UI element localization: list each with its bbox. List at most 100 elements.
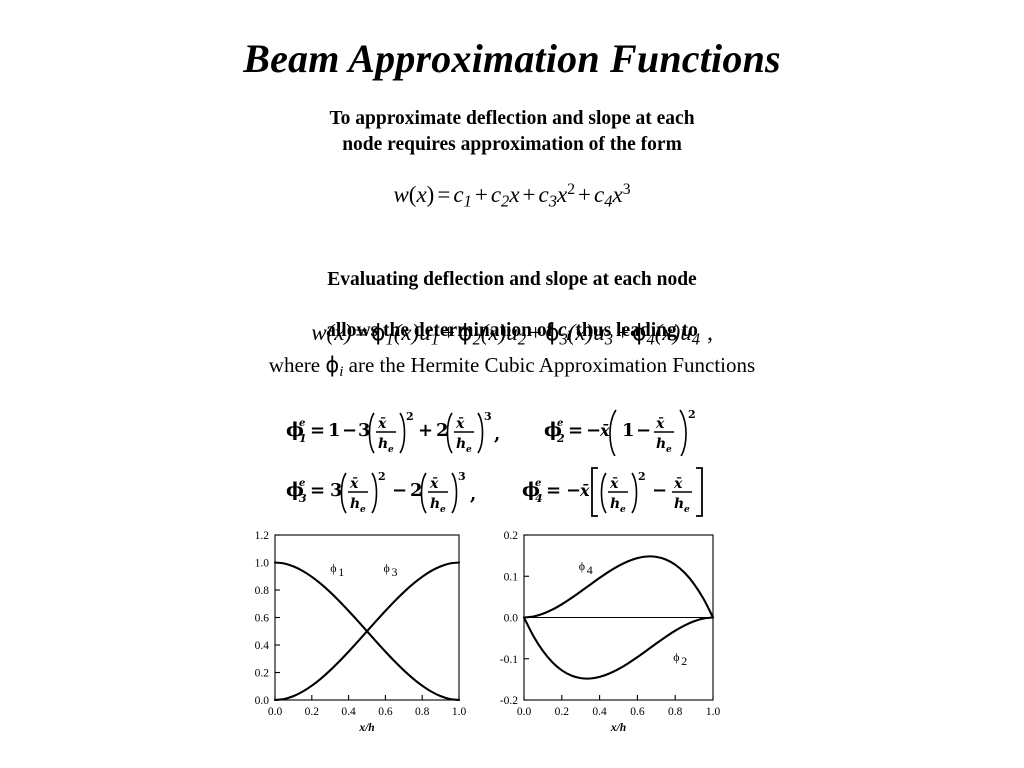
eq2-term4-u: u	[680, 320, 692, 345]
equation-cubic-polynomial: w(x) = c1 + c2x + c3x2 + c4x3	[0, 181, 1024, 211]
eq2-term3-phi-sub: 3	[559, 329, 568, 349]
evaluating-c-symbol: c	[557, 320, 567, 342]
eq1-plus-c: +	[578, 181, 592, 207]
eq2-plus-a: +	[442, 320, 456, 345]
y-tick-label: 0.8	[255, 585, 270, 597]
svg-text:=: =	[310, 420, 325, 441]
svg-text:x̄: x̄	[599, 421, 610, 440]
equation-hermite-expansion: w(x) = ϕ1(x)u1 + ϕ2(x)u2 + ϕ3(x)u3 + ϕ4(x)u4,	[0, 320, 1024, 350]
eq2-term1-phi-sub: 1	[385, 329, 394, 349]
series-label-ϕ2: ϕ	[673, 650, 679, 664]
eq2-term1-phi: ϕ	[371, 321, 386, 346]
svg-text:−: −	[342, 420, 357, 441]
svg-text:x̄: x̄	[579, 481, 590, 500]
series-label-ϕ4: ϕ	[579, 559, 585, 573]
x-tick-label: 0.4	[341, 706, 356, 718]
eq1-term2-var: x	[509, 181, 520, 207]
svg-text:e: e	[535, 478, 541, 489]
svg-text:e: e	[440, 505, 446, 515]
svg-text:2: 2	[556, 432, 565, 445]
svg-text:2: 2	[688, 408, 696, 421]
svg-text:2: 2	[406, 410, 414, 423]
curve-ϕ2	[522, 616, 715, 680]
svg-text:e: e	[557, 418, 563, 429]
svg-text:h: h	[378, 436, 388, 452]
eq2-term2-phi: ϕ	[458, 321, 473, 346]
svg-text:3: 3	[484, 410, 492, 423]
y-tick-label: -0.2	[500, 695, 518, 707]
eq1-plus-a: +	[474, 181, 488, 207]
eq2-term2-u: u	[506, 320, 518, 345]
where-clause: where ϕi are the Hermite Cubic Approxima…	[0, 353, 1024, 381]
eq1-term4-sub: 4	[604, 191, 613, 211]
eq2-term2-phi-sub: 2	[472, 329, 481, 349]
svg-text:e: e	[684, 505, 690, 515]
svg-text:2: 2	[638, 470, 646, 483]
evaluating-line-2-post: thus leading to	[570, 320, 698, 342]
eq1-term3-sub: 3	[548, 191, 558, 211]
eq1-term1-sub: 1	[463, 191, 472, 211]
plot-frame	[274, 534, 460, 701]
svg-text:x̄: x̄	[609, 476, 619, 492]
eq1-open-paren: (	[408, 181, 417, 207]
svg-text:e: e	[666, 445, 672, 455]
y-tick-label: 0.2	[255, 668, 270, 680]
x-axis-title: x/h	[358, 722, 374, 734]
eq2-term4-arg: (x)	[654, 320, 681, 345]
svg-text:=: =	[546, 480, 561, 501]
evaluating-c-subscript: i	[566, 328, 571, 345]
x-tick-label: 0.2	[305, 706, 320, 718]
svg-text:+: +	[418, 420, 433, 441]
svg-text:ϕ: ϕ	[286, 479, 304, 501]
svg-text:e: e	[360, 505, 366, 515]
eq1-term2-coef: c	[490, 181, 502, 207]
svg-text:1: 1	[622, 420, 635, 441]
svg-text:1: 1	[328, 420, 341, 441]
series-label-subscript-ϕ2: 2	[681, 654, 687, 668]
eq1-equals: =	[437, 181, 451, 207]
eq2-term4-u-sub: 4	[691, 329, 701, 349]
eq2-plus-b: +	[529, 320, 543, 345]
x-tick-label: 0.8	[668, 706, 683, 718]
x-tick-label: 0.2	[555, 706, 570, 718]
svg-text:2: 2	[410, 480, 423, 501]
x-axis-title: x/h	[610, 722, 626, 734]
svg-text:ϕ: ϕ	[544, 419, 562, 441]
eq2-term3-u: u	[593, 320, 605, 345]
eq2-equals: =	[355, 320, 369, 345]
svg-text:h: h	[430, 496, 440, 512]
series-label-subscript-ϕ3: 3	[392, 565, 398, 579]
eq1-w: w	[393, 181, 409, 207]
formula-row-1: ϕ 1 e = 1 − 3 x̄ h e 2 + 2 x̄ h e	[0, 404, 1024, 456]
svg-text:h: h	[350, 496, 360, 512]
y-tick-label: 0.1	[504, 571, 519, 583]
x-tick-label: 0.6	[378, 706, 393, 718]
svg-text:,: ,	[494, 424, 500, 445]
y-tick-label: 0.0	[255, 695, 270, 707]
series-label-subscript-ϕ4: 4	[587, 563, 593, 577]
series-label-ϕ3: ϕ	[384, 561, 390, 575]
svg-text:=: =	[568, 420, 583, 441]
evaluating-paragraph: Evaluating deflection and slope at each …	[212, 241, 812, 346]
curve-ϕ4	[522, 555, 715, 619]
svg-text:h: h	[674, 496, 684, 512]
svg-text:−: −	[392, 480, 407, 501]
chart-phi2-phi4: 0.0 0.2 0.4 0.6 0.8 1.0-0.2-0.10.00.10.2x/hϕ 4…	[500, 530, 721, 734]
eq1-term4-pow: 3	[622, 181, 631, 198]
svg-text:2: 2	[436, 420, 449, 441]
eq1-close-paren: )	[426, 181, 435, 207]
where-phi-symbol: ϕ	[325, 353, 340, 377]
eq2-term1-arg: (x)	[393, 320, 420, 345]
svg-text:x̄: x̄	[429, 476, 439, 492]
svg-text:e: e	[466, 445, 472, 455]
eq2-term2-arg: (x)	[480, 320, 507, 345]
eq1-term3-var: x	[557, 181, 568, 207]
chart-phi1-phi3: 0.0 0.2 0.4 0.6 0.8 1.0 0.0 0.2 0.4 0.6 0.8 1.0 1.2 x…	[255, 530, 467, 734]
x-tick-label: 1.0	[706, 706, 721, 718]
where-pre: where	[268, 353, 326, 377]
svg-text:x̄: x̄	[673, 476, 683, 492]
svg-text:,: ,	[470, 484, 476, 505]
eq2-term2-u-sub: 2	[517, 329, 527, 349]
eq1-term4-var: x	[612, 181, 623, 207]
